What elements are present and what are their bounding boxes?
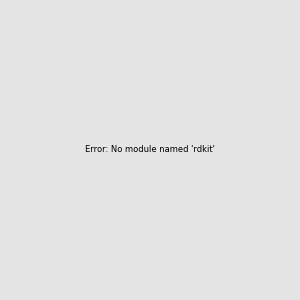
- Text: Error: No module named 'rdkit': Error: No module named 'rdkit': [85, 146, 215, 154]
